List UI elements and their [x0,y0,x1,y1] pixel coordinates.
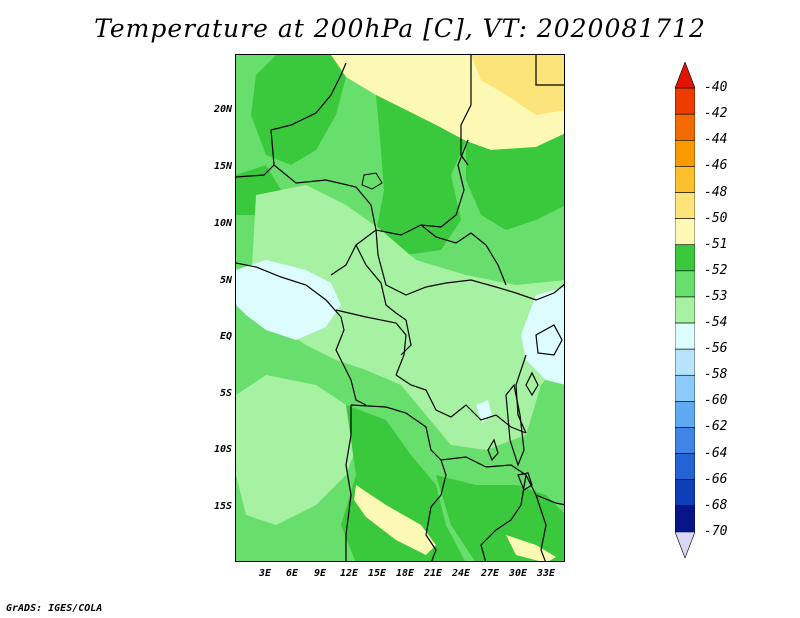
lat-label-20n: 20N [213,104,232,115]
lat-label-5n: 5N [219,275,232,286]
colorbar-label: -42 [704,106,728,122]
colorbar-bin-15 [675,453,695,480]
colorbar-bin-18 [675,531,695,558]
colorbar-label: -48 [704,184,728,200]
colorbar-bin-10 [675,322,695,350]
colorbar-label: -53 [704,288,728,304]
lon-label-12e: 12E [339,568,359,579]
colorbar-bin-14 [675,427,695,454]
colorbar-label: -66 [704,471,728,487]
map-plot-area [235,54,565,562]
lon-label-27e: 27E [480,568,500,579]
colorbar-label: -52 [704,262,728,278]
colorbar-label: -68 [704,497,728,513]
colorbar-label: -58 [704,367,728,383]
lon-label-24e: 24E [451,568,471,579]
field-dark-se [436,475,564,561]
colorbar-bin-17 [675,505,695,533]
colorbar-bin-4 [675,166,695,193]
lat-label-5s: 5S [219,388,232,399]
colorbar-bin-9 [675,296,695,324]
field-light-center [251,185,564,450]
chart-title: Temperature at 200hPa [C], VT: 202008171… [94,14,706,43]
temperature-map [236,55,564,561]
lat-label-15n: 15N [213,161,232,172]
lake-chad [361,172,383,190]
colorbar-bin-8 [675,270,695,298]
lon-label-21e: 21E [423,568,443,579]
lon-label-18e: 18E [395,568,415,579]
country-borders [236,55,564,561]
lon-label-6e: 6E [285,568,299,579]
colorbar-bin-1 [675,87,695,115]
colorbar-label: -64 [704,445,728,461]
colorbar-bin-7 [675,244,695,272]
grads-credit: GrADS: IGES/COLA [6,603,103,614]
lat-label-eq: EQ [219,331,232,342]
lon-label-3e: 3E [258,568,272,579]
field-cold-east [521,287,564,385]
lon-label-30e: 30E [508,568,528,579]
lat-label-10n: 10N [213,218,232,229]
lon-label-15e: 15E [367,568,387,579]
colorbar-bin-0 [675,62,695,89]
colorbar-bin-11 [675,348,695,376]
colorbar-label: -46 [704,158,728,174]
colorbar-label: -60 [704,393,728,409]
colorbar-bin-13 [675,401,695,428]
field-dark-east [466,133,564,230]
field-warm-sw [354,485,436,555]
colorbar-label: -62 [704,419,728,435]
lon-label-9e: 9E [313,568,327,579]
field-cold-west [236,260,341,340]
colorbar-bin-16 [675,479,695,507]
colorbar-label: -40 [704,80,728,96]
lat-label-10s: 10S [213,444,232,455]
colorbar-label: -50 [704,210,728,226]
colorbar [675,62,695,558]
lakes [487,324,563,491]
field-light-south [236,375,361,525]
field-dark-north [376,95,466,255]
colorbar-label: -70 [704,523,728,539]
field-dark-south [341,405,465,561]
colorbar-label: -54 [704,315,728,331]
colorbar-bin-3 [675,140,695,167]
field-warmer-north [471,55,564,115]
colorbar-bin-12 [675,374,695,402]
colorbar-label: -51 [704,236,728,252]
colorbar-bin-5 [675,192,695,219]
field-warm-se [506,535,556,561]
colorbar-bin-2 [675,113,695,141]
field-dark-west [251,55,346,165]
lat-label-15s: 15S [213,501,232,512]
colorbar-label: -44 [704,132,728,148]
colorbar-label: -56 [704,341,728,357]
lon-label-33e: 33E [536,568,556,579]
colorbar-bin-6 [675,218,695,246]
